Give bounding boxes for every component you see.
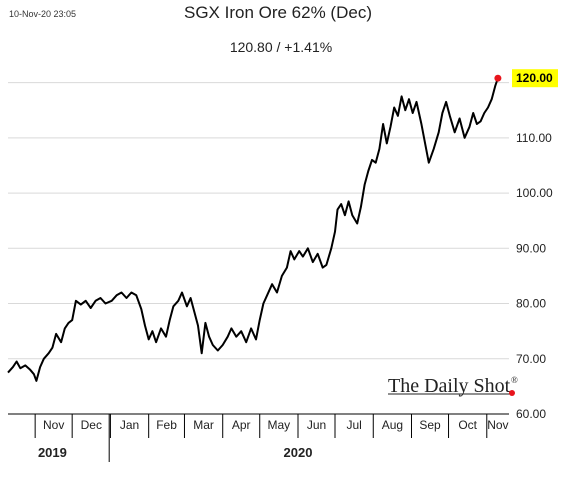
x-tick-label: Dec [81, 418, 102, 432]
x-tick-label: Mar [193, 418, 214, 432]
gridlines [8, 82, 509, 360]
x-tick-label: Apr [232, 418, 251, 432]
watermark-text: The Daily Shot [388, 375, 511, 397]
y-tick-label: 110.00 [516, 131, 552, 145]
series-layer [7, 74, 502, 382]
x-tick-label: Nov [43, 418, 64, 432]
axes [8, 413, 509, 462]
year-label: 2019 [38, 445, 67, 460]
x-tick-label: Nov [487, 418, 508, 432]
x-tick-labels: Nov Dec Jan Feb Mar Apr May Jun Jul Aug Sep Oct Nov 2… [38, 418, 509, 460]
chart-subtitle: 120.80 / +1.41% [230, 39, 332, 55]
x-tick-label: Sep [419, 418, 441, 432]
watermark-red-dot [509, 390, 515, 396]
x-tick-label: May [268, 418, 291, 432]
label-layer: 120.00 [512, 69, 558, 88]
x-tick-label: Feb [156, 418, 177, 432]
watermark-registered-mark: ® [511, 375, 518, 385]
x-tick-label: Jan [120, 418, 139, 432]
last-value-label: 120.00 [516, 71, 553, 85]
iron-ore-series-line [7, 77, 499, 382]
chart-title: SGX Iron Ore 62% (Dec) [184, 3, 372, 22]
last-value-marker [494, 74, 502, 82]
x-tick-label: Jul [346, 418, 361, 432]
y-tick-label: 70.00 [516, 352, 546, 366]
y-tick-label: 90.00 [516, 241, 546, 255]
year-label: 2020 [284, 445, 313, 460]
chart-timestamp: 10-Nov-20 23:05 [9, 9, 76, 19]
x-tick-label: Jun [307, 418, 326, 432]
y-tick-label: 60.00 [516, 407, 546, 421]
x-tick-label: Oct [458, 418, 477, 432]
y-tick-label: 100.00 [516, 186, 553, 200]
x-tick-label: Aug [382, 418, 403, 432]
daily-shot-watermark: The Daily Shot ® [388, 375, 518, 397]
y-tick-label: 80.00 [516, 297, 546, 311]
last-value-highlight [512, 69, 558, 88]
